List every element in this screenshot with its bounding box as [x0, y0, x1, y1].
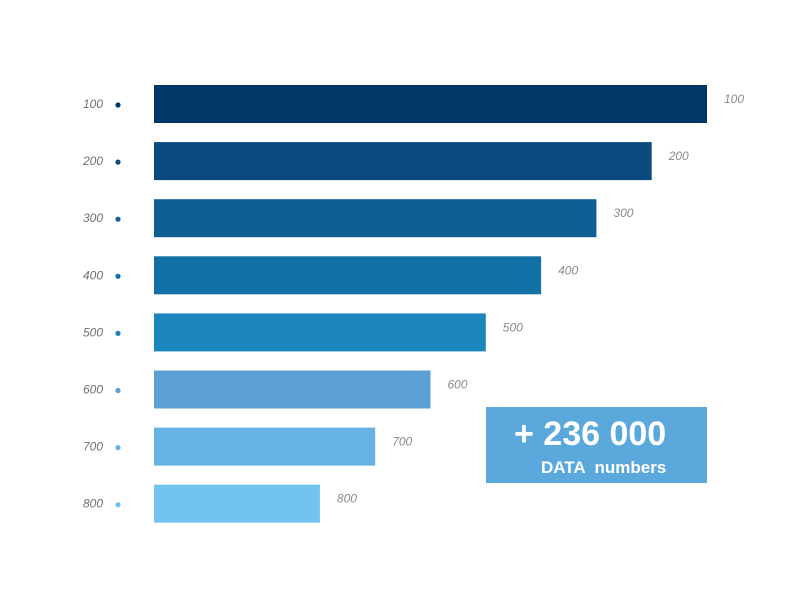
y-tick-label: 400 — [83, 268, 103, 282]
bullet-dot — [115, 273, 121, 279]
y-tick-label: 600 — [83, 383, 103, 397]
bar-value-label: 300 — [613, 206, 633, 220]
bar — [154, 199, 597, 238]
bar — [154, 85, 707, 123]
callout-label: DATA numbers — [541, 458, 667, 477]
bullet-dot — [115, 330, 121, 336]
bullet-dot — [115, 159, 121, 165]
callout-value: + 236 000 — [514, 415, 667, 453]
bullet-dot — [115, 445, 121, 451]
y-tick-label: 200 — [82, 154, 103, 168]
bar-value-label: 200 — [668, 149, 689, 163]
y-tick-label: 700 — [83, 440, 103, 454]
bar-value-label: 700 — [392, 435, 412, 449]
y-tick-label: 300 — [83, 211, 103, 225]
y-tick-label: 500 — [83, 325, 103, 339]
bullet-dot — [115, 102, 121, 108]
bar — [154, 256, 542, 295]
bar-value-label: 500 — [503, 320, 523, 334]
bar-value-label: 400 — [558, 263, 578, 277]
bar — [154, 427, 376, 466]
bullet-dot — [115, 387, 121, 394]
bar-value-label: 100 — [724, 92, 744, 106]
bullet-dot — [115, 216, 121, 222]
bar — [154, 370, 431, 409]
bar-value-label: 800 — [337, 492, 357, 506]
bar — [154, 484, 320, 523]
bar — [154, 313, 486, 352]
bar — [154, 142, 652, 181]
y-tick-label: 800 — [83, 497, 103, 511]
data-callout: + 236 000 DATA numbers — [486, 407, 707, 483]
bar-value-label: 600 — [448, 378, 468, 392]
bullet-dot — [115, 502, 121, 508]
y-tick-label: 100 — [83, 97, 103, 111]
